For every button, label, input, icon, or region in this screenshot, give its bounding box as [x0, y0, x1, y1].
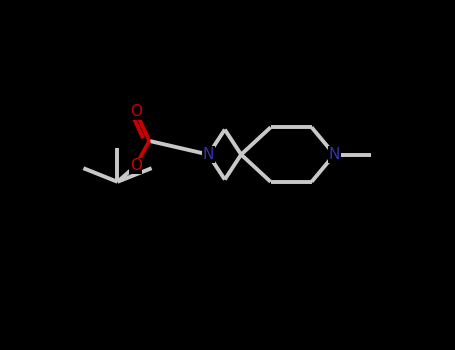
Text: N: N — [329, 147, 340, 162]
Text: N: N — [203, 147, 214, 162]
Text: O: O — [130, 104, 142, 119]
Text: O: O — [130, 159, 142, 173]
